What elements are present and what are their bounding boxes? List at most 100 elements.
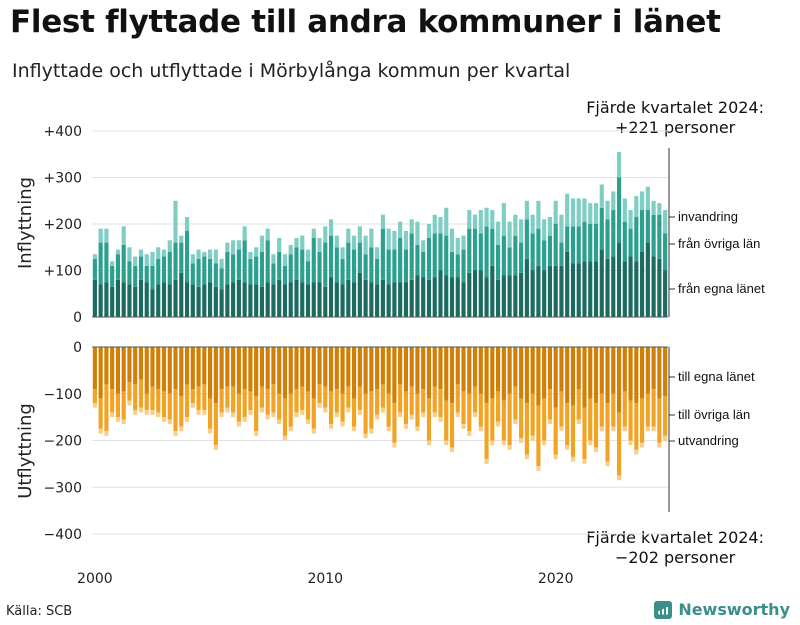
inflow-bar-segment	[254, 247, 259, 257]
outflow-bar-segment	[138, 379, 144, 408]
inflow-bar-segment	[179, 242, 184, 273]
inflow-bar-segment	[231, 282, 236, 318]
outflow-bar-segment	[524, 454, 529, 460]
outflow-bar-segment	[271, 347, 276, 385]
outflow-series-label: till egna länet	[678, 369, 755, 384]
inflow-bar-segment	[386, 228, 391, 250]
outflow-bar-segment	[409, 347, 414, 387]
outflow-bar-segment	[398, 384, 403, 413]
inflow-bar-segment	[282, 265, 288, 285]
inflow-bar-segment	[426, 224, 432, 238]
inflow-bar-segment	[305, 261, 311, 285]
inflow-bar-segment	[317, 282, 322, 318]
x-tick-label: 2000	[77, 571, 113, 587]
outflow-bar-segment	[190, 347, 195, 390]
source-label: Källa: SCB	[6, 604, 73, 619]
inflow-bar-segment	[121, 282, 126, 318]
inflow-bar-segment	[144, 254, 149, 266]
inflow-bar-segment	[115, 254, 120, 280]
outflow-bar-segment	[570, 405, 576, 457]
outflow-bar-segment	[536, 466, 541, 471]
inflow-bar-segment	[392, 230, 397, 250]
inflow-bar-segment	[461, 235, 466, 250]
outflow-bar-segment	[323, 347, 328, 387]
outflow-bar-segment	[611, 393, 616, 427]
inflow-bar-segment	[265, 240, 270, 283]
outflow-bar-segment	[542, 347, 547, 399]
outflow-bar-segment	[317, 403, 322, 408]
outflow-bar-segment	[398, 412, 403, 418]
outflow-bar-segment	[628, 400, 633, 441]
inflow-bar-segment	[570, 263, 576, 317]
outflow-ytick-label: −200	[44, 434, 82, 450]
inflow-bar-segment	[542, 219, 547, 241]
inflow-bar-segment	[622, 221, 627, 262]
inflow-bar-segment	[294, 279, 299, 317]
inflow-bar-segment	[352, 282, 357, 318]
outflow-bar-segment	[484, 403, 489, 460]
outflow-bar-segment	[490, 398, 495, 441]
outflow-bar-segment	[576, 389, 581, 420]
inflow-bar-segment	[369, 247, 374, 283]
inflow-bar-segment	[432, 277, 437, 317]
inflow-bar-segment	[144, 282, 149, 318]
inflow-bar-segment	[184, 282, 190, 318]
inflow-bar-segment	[651, 256, 656, 317]
outflow-bar-segment	[415, 347, 420, 394]
outflow-bar-segment	[328, 347, 334, 392]
outflow-bar-segment	[553, 454, 558, 460]
outflow-bar-segment	[409, 414, 414, 420]
outflow-bar-segment	[484, 459, 489, 464]
inflow-bar-segment	[300, 249, 305, 283]
inflow-bar-segment	[259, 286, 264, 317]
outflow-bar-segment	[213, 347, 218, 404]
outflow-bar-segment	[300, 347, 305, 387]
inflow-bar-segment	[288, 282, 293, 318]
outflow-bar-segment	[288, 393, 293, 427]
inflow-bar-segment	[167, 240, 172, 252]
inflow-bar-segment	[657, 258, 662, 318]
inflow-bar-segment	[156, 284, 161, 317]
inflow-bar-segment	[472, 228, 478, 271]
inflow-bar-segment	[403, 249, 408, 283]
inflow-bar-segment	[208, 249, 213, 259]
outflow-bar-segment	[657, 398, 662, 443]
inflow-bar-segment	[127, 284, 132, 317]
inflow-bar-segment	[501, 203, 506, 236]
outflow-bar-segment	[300, 386, 305, 411]
inflow-bar-segment	[317, 251, 322, 283]
outflow-bar-segment	[369, 391, 374, 429]
inflow-bar-segment	[375, 258, 380, 285]
inflow-bar-segment	[478, 270, 483, 317]
inflow-bar-segment	[449, 228, 455, 252]
outflow-bar-segment	[611, 426, 616, 432]
inflow-bar-segment	[98, 242, 103, 285]
inflow-bar-segment	[219, 258, 224, 269]
outflow-bar-segment	[92, 347, 97, 390]
inflow-bar-segment	[328, 277, 334, 317]
inflow-bar-segment	[317, 237, 322, 252]
inflow-bar-segment	[196, 286, 201, 317]
outflow-bar-segment	[259, 407, 264, 413]
inflow-bar-segment	[599, 207, 604, 250]
outflow-bar-segment	[317, 347, 322, 385]
inflow-bar-segment	[265, 282, 270, 318]
inflow-bar-segment	[513, 235, 518, 276]
outflow-bar-segment	[380, 384, 385, 408]
inflow-ytick-label: 0	[73, 310, 82, 326]
outflow-bar-segment	[277, 419, 282, 425]
inflow-bar-segment	[277, 279, 282, 317]
outflow-bar-segment	[156, 389, 161, 413]
inflow-bar-segment	[472, 270, 478, 317]
inflow-bar-segment	[611, 256, 616, 317]
outflow-bar-segment	[184, 417, 190, 422]
outflow-bar-segment	[323, 407, 328, 413]
outflow-bar-segment	[357, 386, 362, 411]
inflow-bar-segment	[213, 263, 218, 287]
outflow-bar-segment	[467, 393, 472, 432]
inflow-bar-segment	[484, 277, 489, 317]
inflow-bar-segment	[363, 254, 368, 280]
outflow-bar-segment	[559, 347, 564, 392]
inflow-bar-segment	[455, 277, 460, 317]
outflow-bar-segment	[340, 347, 345, 394]
